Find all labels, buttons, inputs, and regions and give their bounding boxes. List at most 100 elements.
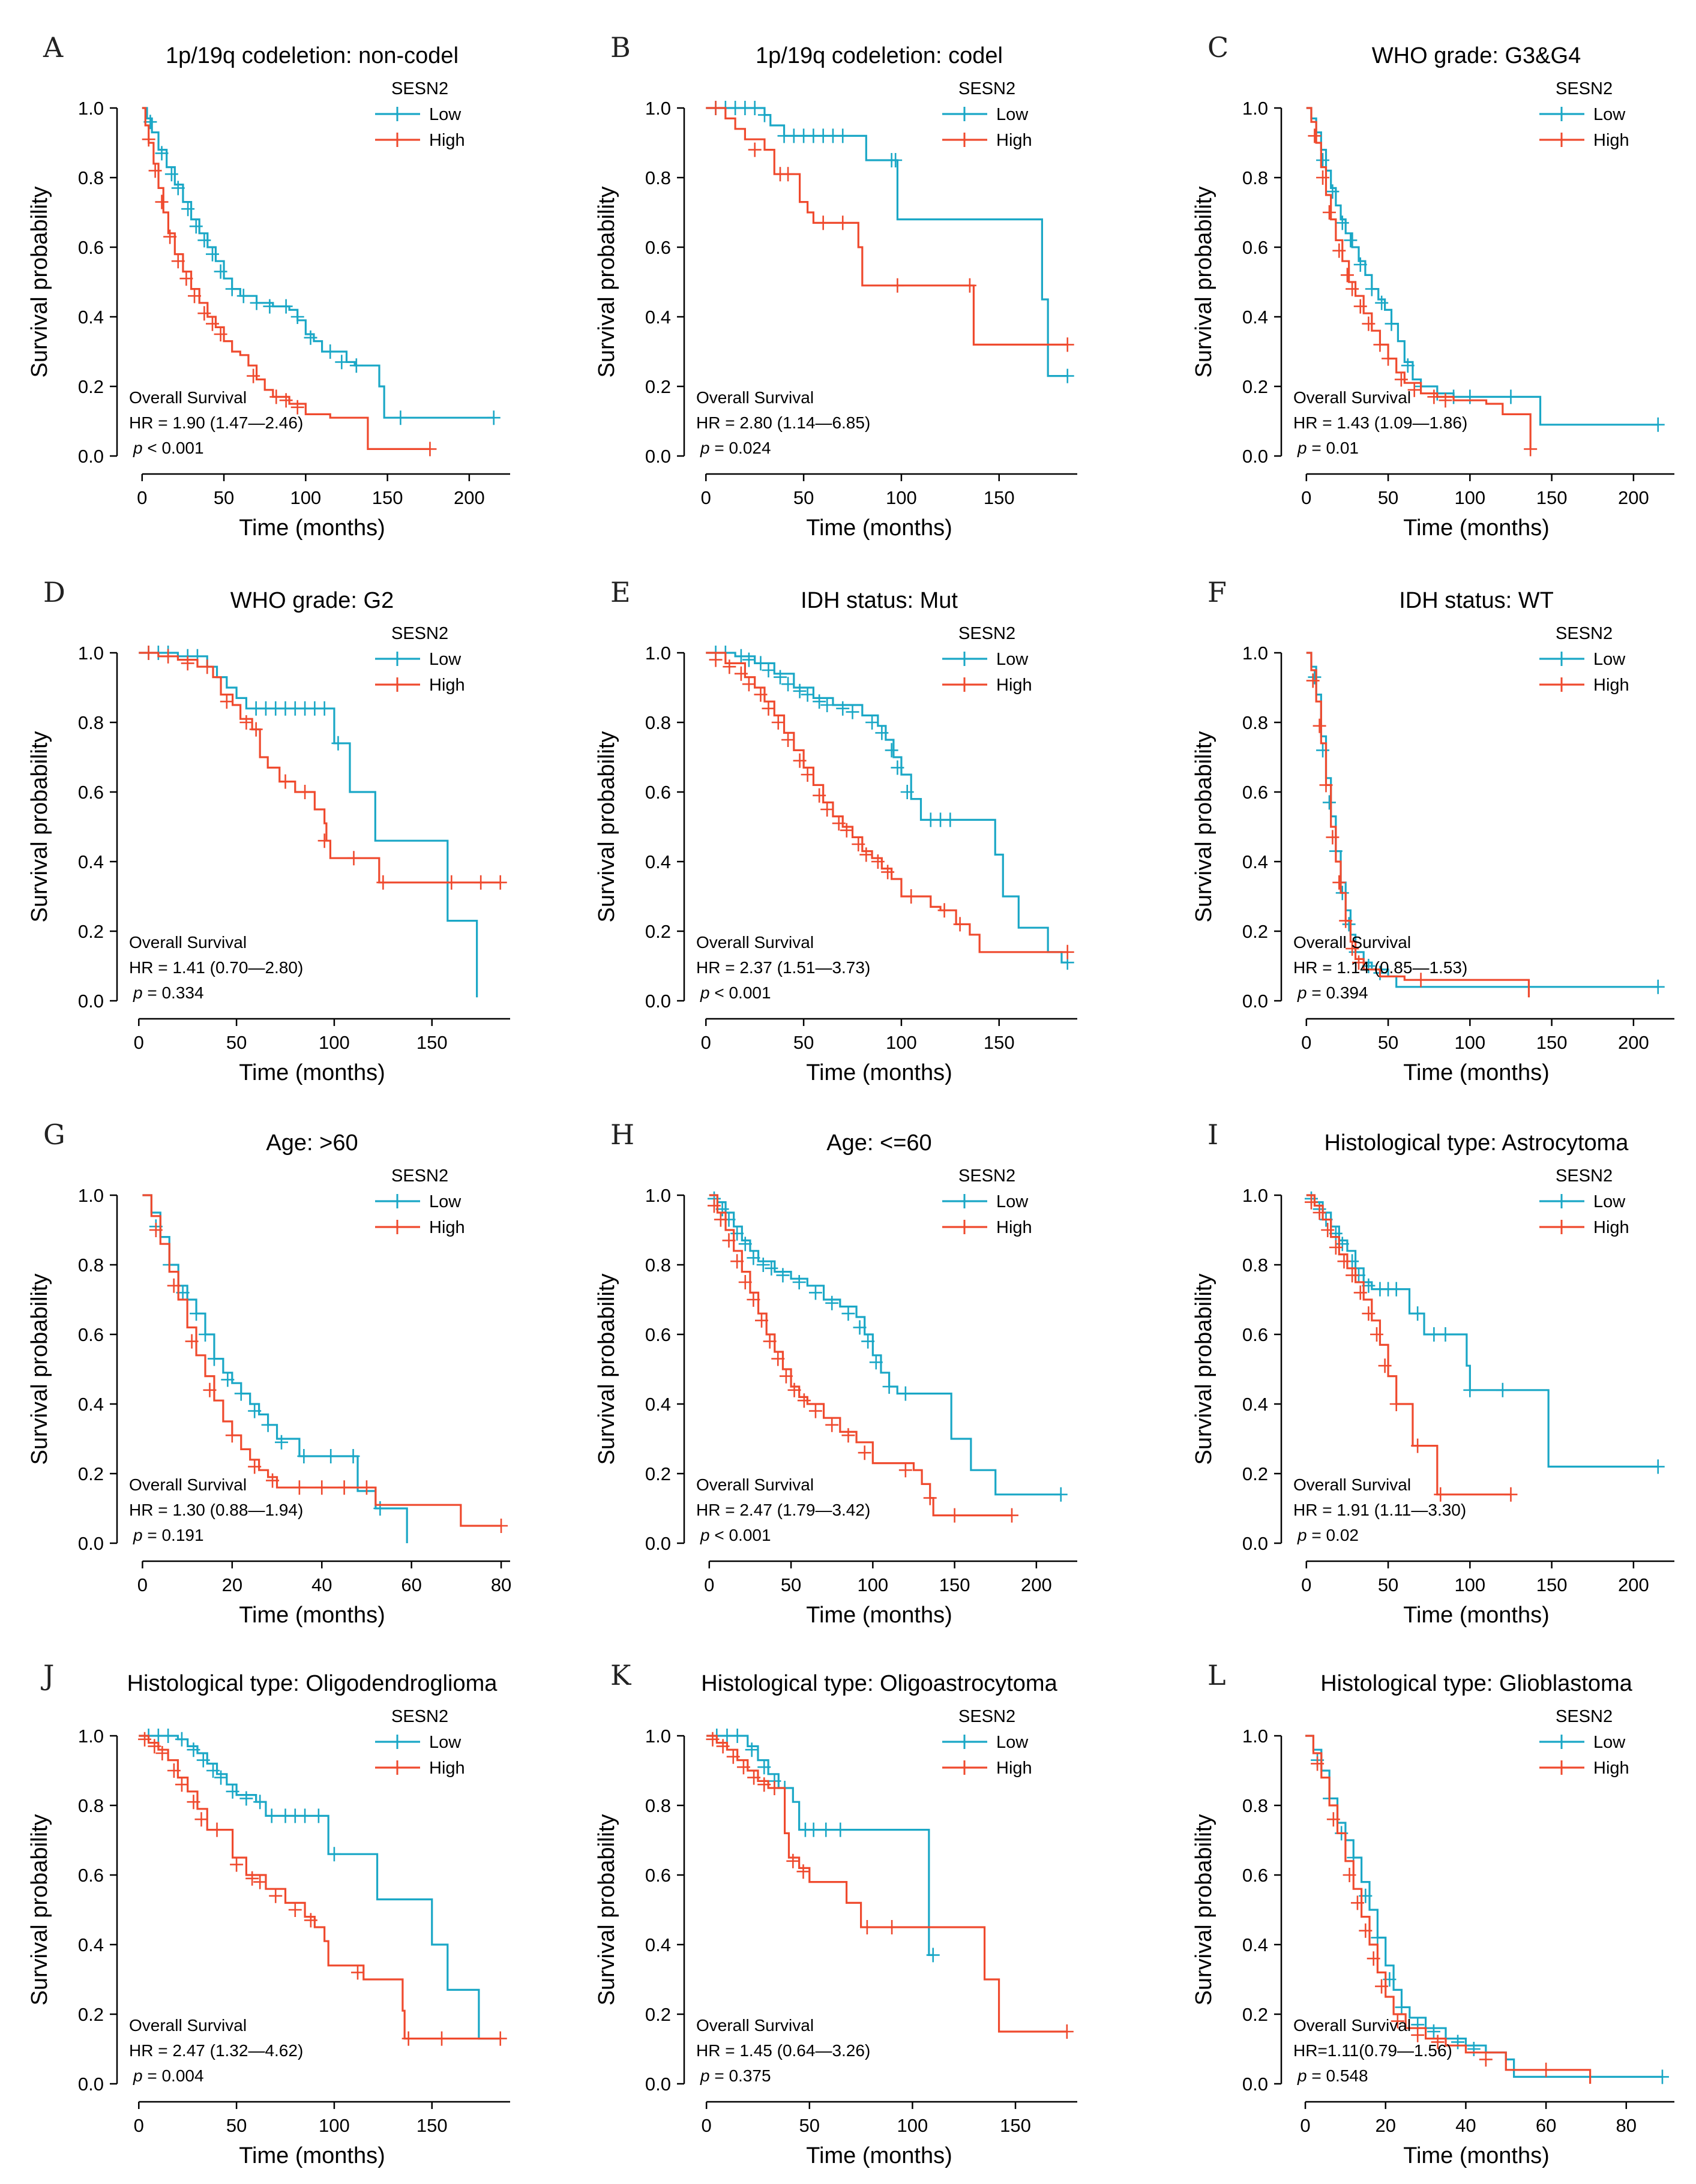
x-tick-label: 0 (1301, 1574, 1311, 1595)
censor-mark-high (898, 1463, 912, 1478)
censor-mark-high (1313, 718, 1326, 733)
y-tick-label: 0.2 (1242, 921, 1268, 942)
legend-title: SESN2 (958, 1707, 1015, 1726)
censor-mark-high (1329, 1240, 1343, 1255)
legend: SESN2 Low High (375, 1166, 465, 1237)
censor-mark-low (1427, 1327, 1441, 1342)
x-tick-label: 150 (984, 1032, 1015, 1053)
censor-mark-high (474, 875, 488, 890)
y-tick-label: 0.2 (645, 376, 671, 397)
censor-mark-high (1370, 1327, 1383, 1342)
p-value-text: = 0.548 (1307, 2066, 1368, 2085)
x-tick-label: 40 (311, 1574, 332, 1595)
y-tick-label: 0.2 (1242, 376, 1268, 397)
censor-mark-high (734, 666, 748, 681)
y-axis-label: Survival probability (1191, 731, 1216, 923)
y-tick-label: 0.0 (78, 991, 104, 1012)
censor-mark-high (161, 649, 175, 664)
y-tick-label: 0.0 (1242, 1533, 1268, 1554)
censor-mark-high (1306, 673, 1320, 688)
censor-mark-low (738, 1237, 752, 1252)
y-tick-label: 1.0 (78, 643, 104, 664)
censor-mark-low (349, 358, 363, 373)
overall-survival-label: Overall Survival (1293, 933, 1411, 952)
censor-mark-high (376, 875, 390, 890)
y-tick-label: 0.0 (78, 2074, 104, 2095)
km-curve-low (706, 1735, 933, 1956)
hazard-ratio: HR = 1.45 (0.64—3.26) (696, 2041, 870, 2060)
censor-mark-high (722, 1233, 736, 1248)
censor-mark-high (801, 767, 814, 782)
x-tick-label: 50 (799, 2115, 820, 2136)
hazard-ratio: HR = 1.43 (1.09—1.86) (1293, 413, 1467, 432)
censor-mark-high (1060, 944, 1074, 959)
x-tick-label: 50 (1378, 487, 1398, 508)
censor-mark-high (148, 163, 162, 178)
censor-mark-low (1385, 316, 1398, 331)
censor-mark-low (762, 663, 775, 677)
y-tick-label: 1.0 (78, 98, 104, 119)
censor-mark-low (861, 1334, 875, 1349)
legend-label-low: Low (429, 1733, 462, 1752)
censor-mark-low (487, 410, 501, 425)
panel-C: C WHO grade: G3&G4 0.0 0.2 0.4 0.6 0.8 1.0 0 50 10… (1191, 31, 1674, 541)
x-tick-label: 200 (1618, 1574, 1649, 1595)
censor-mark-high (796, 1864, 810, 1879)
p-symbol: p (700, 1526, 710, 1544)
x-tick-label: 200 (1021, 1574, 1052, 1595)
censor-mark-low (745, 1742, 759, 1757)
censor-mark-low (1395, 2000, 1409, 2015)
hazard-ratio: HR = 2.47 (1.79—3.42) (696, 1501, 870, 1519)
y-tick-label: 0.4 (645, 851, 671, 872)
censor-mark-low (373, 1501, 387, 1516)
legend-label-low: Low (996, 650, 1029, 669)
censor-mark-high (841, 1428, 855, 1443)
overall-survival-label: Overall Survival (696, 933, 814, 952)
censor-mark-low (1463, 389, 1477, 404)
panel-letter: F (1207, 576, 1227, 608)
km-curve-low (706, 652, 1068, 964)
overall-survival-label: Overall Survival (1293, 2016, 1411, 2035)
censor-mark-high (1350, 1895, 1364, 1910)
censor-mark-high (1434, 1487, 1448, 1502)
censor-mark-high (1353, 1285, 1367, 1300)
censor-mark-high (832, 816, 846, 831)
censor-mark-high (171, 254, 185, 269)
x-axis-label: Time (months) (1403, 2143, 1550, 2168)
stats-annotation: Overall Survival HR = 1.43 (1.09—1.86) p =… (1293, 388, 1467, 457)
stats-annotation: Overall Survival HR = 2.37 (1.51—3.73) p <… (696, 933, 870, 1002)
censor-mark-low (1427, 2024, 1440, 2039)
legend-title: SESN2 (391, 79, 448, 98)
y-tick-label: 0.6 (645, 237, 671, 258)
censor-mark-high (225, 1428, 239, 1443)
censor-mark-high (1332, 243, 1346, 258)
legend: SESN2 Low High (942, 79, 1032, 150)
hazard-ratio: HR = 1.14 (0.85—1.53) (1293, 958, 1467, 977)
censor-mark-low (164, 167, 178, 182)
censor-mark-high (726, 1749, 740, 1764)
y-tick-label: 1.0 (1242, 1726, 1268, 1747)
y-tick-label: 1.0 (645, 98, 671, 119)
censor-mark-low (781, 677, 795, 692)
censor-mark-high (247, 368, 260, 383)
censor-mark-high (351, 1965, 364, 1980)
legend: SESN2 Low High (1539, 1166, 1629, 1237)
censor-mark-low (1651, 979, 1665, 994)
panel-title: Histological type: Oligoastrocytoma (701, 1671, 1057, 1696)
km-curve-high (706, 107, 1068, 346)
y-tick-label: 0.6 (1242, 1865, 1268, 1886)
x-tick-label: 40 (1455, 2115, 1476, 2136)
censor-mark-high (1346, 281, 1359, 296)
censor-mark-high (768, 1781, 781, 1795)
x-tick-label: 100 (319, 2115, 350, 2136)
panel-letter: H (610, 1118, 634, 1151)
legend-label-low: Low (996, 1192, 1029, 1211)
censor-mark-high (269, 1888, 283, 1903)
y-tick-label: 0.8 (78, 1795, 104, 1816)
hazard-ratio: HR = 2.37 (1.51—3.73) (696, 958, 870, 977)
censor-mark-low (181, 202, 195, 217)
panel-title: WHO grade: G3&G4 (1372, 43, 1581, 68)
censor-mark-high (1427, 389, 1441, 404)
censor-mark-high (771, 715, 785, 730)
overall-survival-label: Overall Survival (1293, 388, 1411, 407)
